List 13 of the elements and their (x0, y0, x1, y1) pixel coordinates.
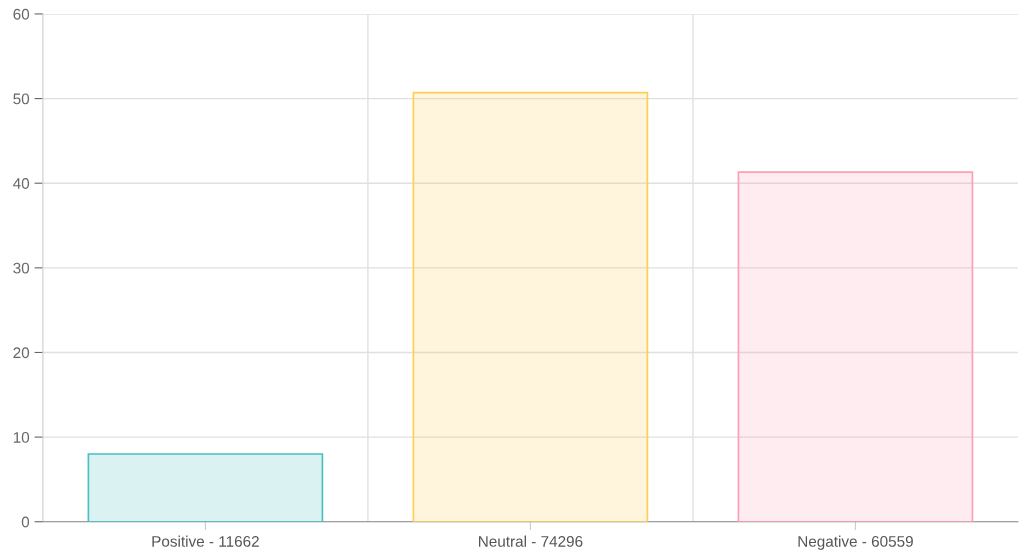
y-tick-label: 0 (21, 516, 30, 528)
y-tick-label: 20 (13, 347, 30, 359)
y-tick-label: 60 (13, 8, 30, 20)
bar (412, 91, 649, 522)
x-tick-label: Negative - 60559 (798, 535, 913, 550)
bar (737, 171, 974, 522)
y-tick-label: 10 (13, 431, 30, 443)
x-tick-label: Neutral - 74296 (479, 535, 583, 547)
y-tick-label: 50 (13, 93, 30, 105)
bar (87, 453, 324, 522)
y-tick-label: 40 (13, 178, 30, 189)
y-tick-label: 30 (13, 262, 30, 274)
x-tick-label: Positive - 11662 (152, 535, 259, 547)
